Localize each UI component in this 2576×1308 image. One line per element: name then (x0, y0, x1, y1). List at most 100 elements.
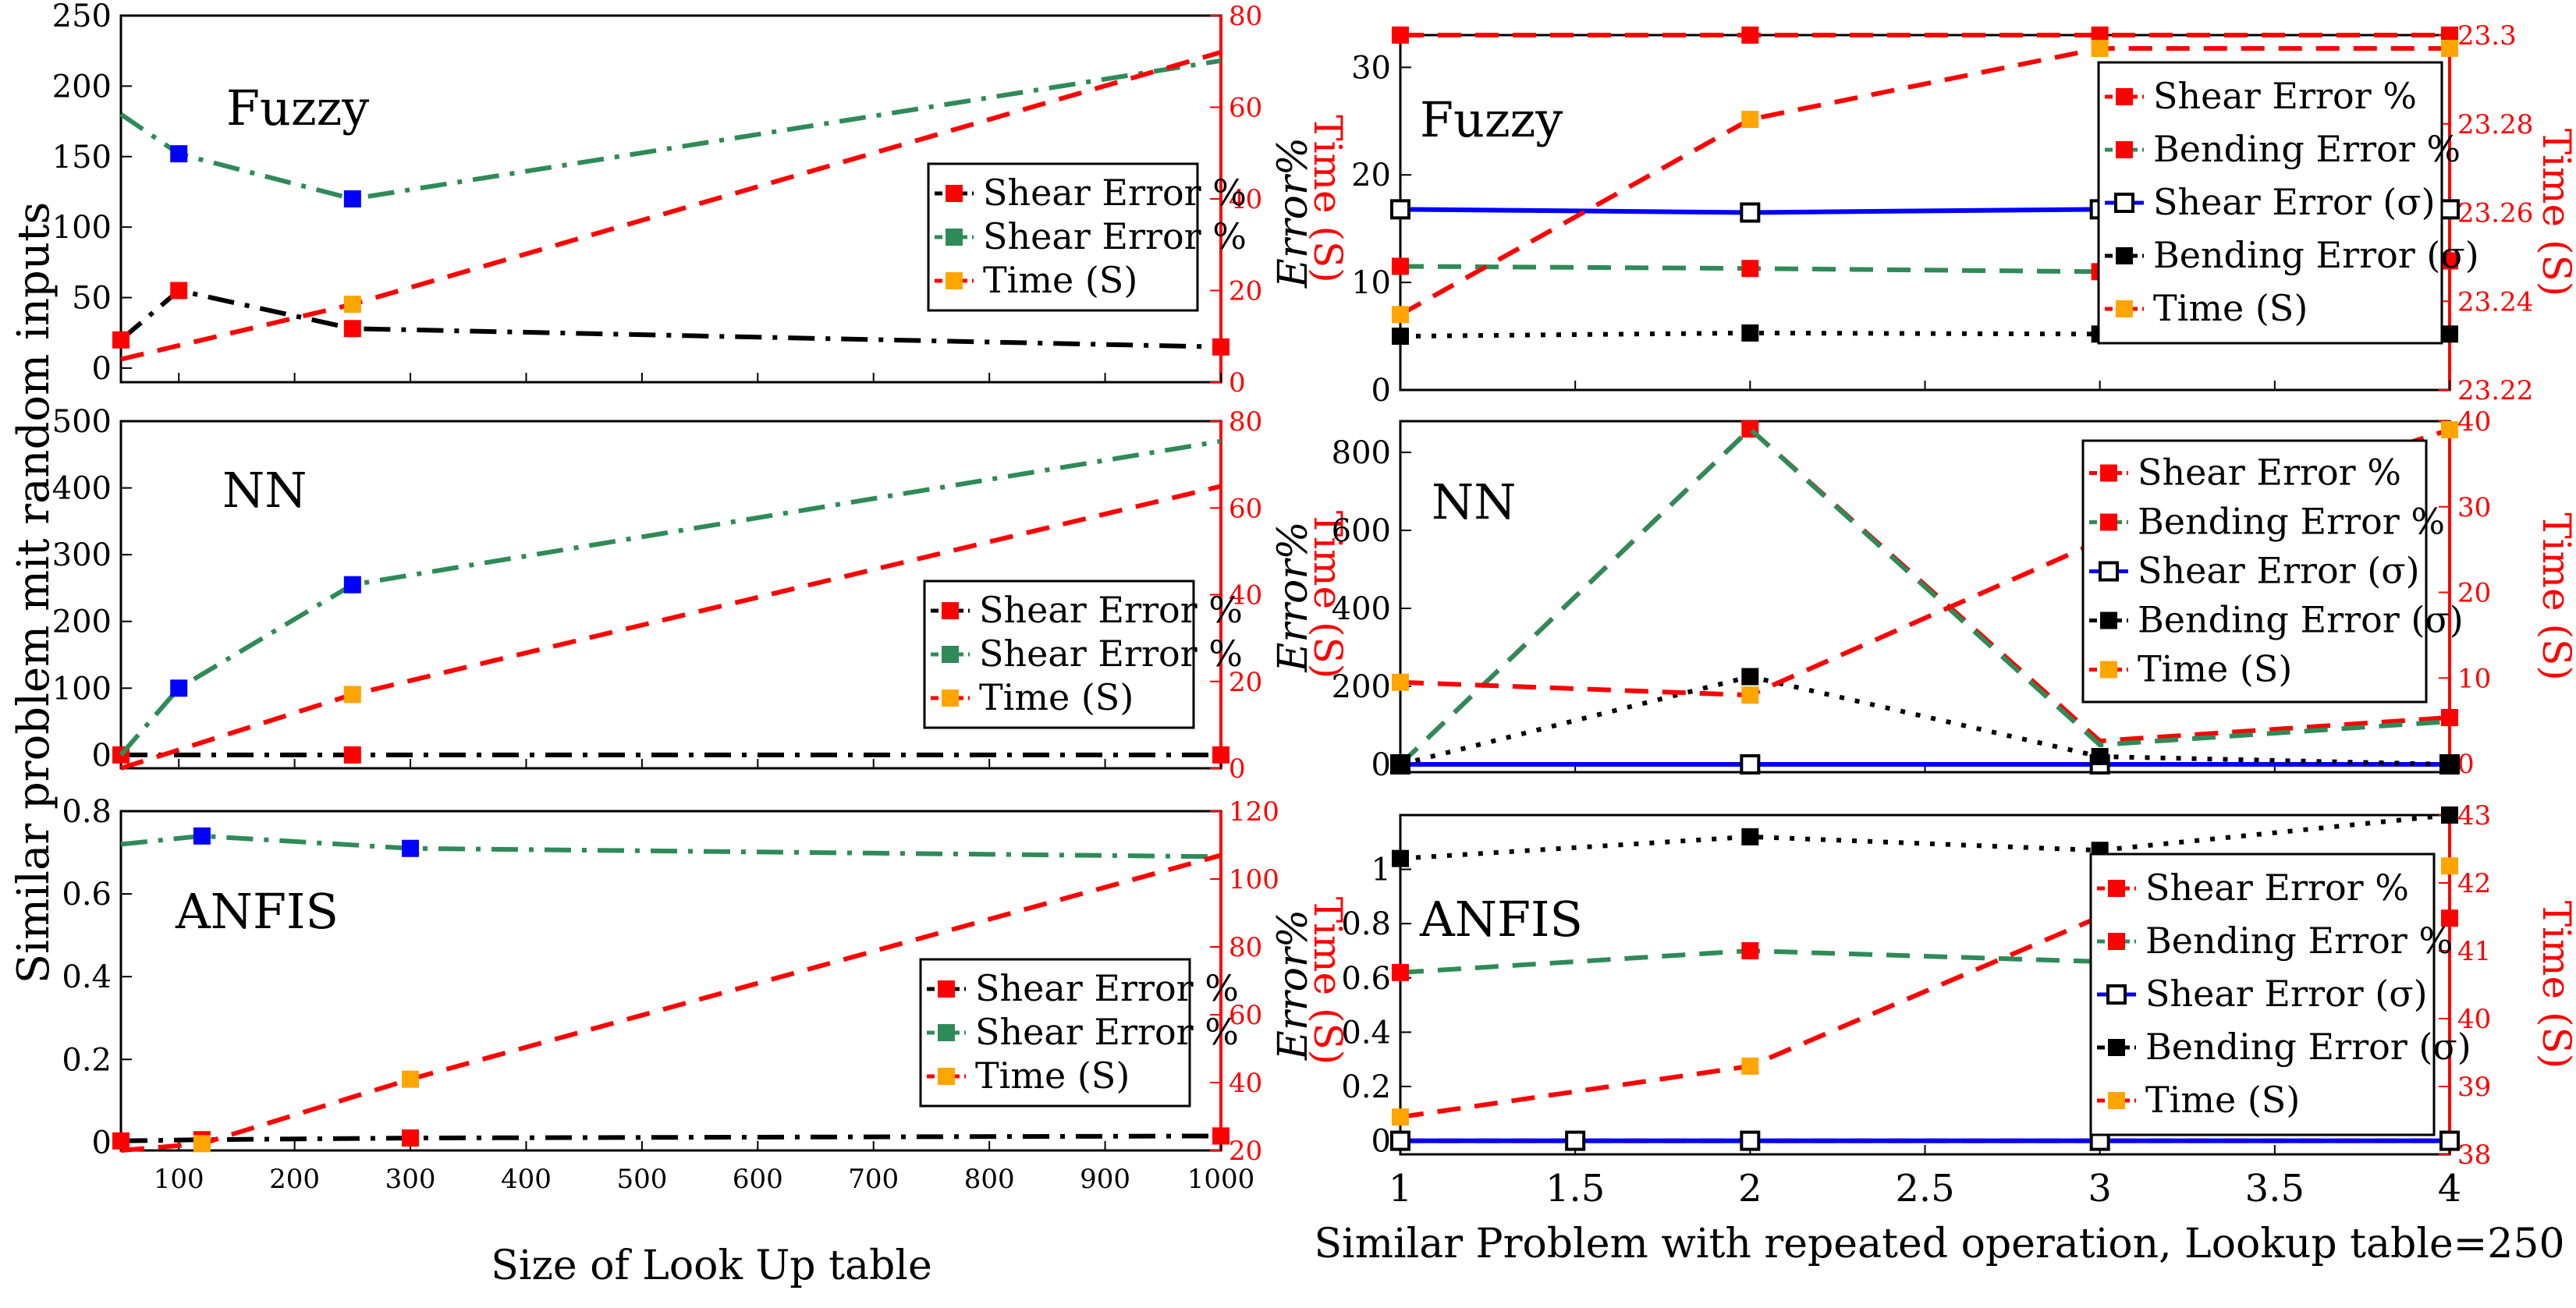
data-marker (1741, 260, 1759, 278)
legend-label: Bending Error (σ) (2138, 599, 2464, 641)
data-marker (1392, 756, 1409, 773)
legend-box (2089, 853, 2436, 1136)
series-line (1398, 425, 2450, 767)
legend-swatch-marker (2116, 300, 2133, 317)
series-line (1399, 46, 2450, 317)
y-tick-label: 0.8 (62, 794, 112, 830)
data-marker (343, 190, 361, 207)
y-tick-label: 100 (52, 671, 112, 707)
data-marker (1741, 111, 1759, 129)
legend-swatch-marker (938, 980, 955, 998)
y2-tick-label: 0 (1229, 753, 1246, 785)
data-marker (2441, 325, 2458, 343)
legend-box (2097, 61, 2443, 345)
legend-swatch-marker (2100, 464, 2117, 482)
data-marker (1392, 27, 1409, 44)
y2-axis-title: Time (S) (2534, 901, 2576, 1069)
data-marker (2091, 40, 2109, 58)
legend-label: Shear Error % (975, 1011, 1239, 1053)
legend-label: Time (S) (2145, 1079, 2300, 1121)
y2-tick-label: 100 (1229, 864, 1279, 895)
data-marker (1740, 202, 1761, 223)
series-line (119, 288, 1222, 349)
data-marker (1741, 668, 1759, 686)
data-marker (2441, 806, 2458, 824)
y-tick-label: 0 (1371, 747, 1391, 783)
x-tick-label: 3.5 (2245, 1167, 2305, 1211)
data-marker (1741, 1057, 1759, 1075)
left-x-axis-title: Size of Look Up table (491, 1242, 931, 1289)
y-tick-label: 0 (92, 738, 112, 774)
legend-swatch-marker (938, 1024, 955, 1041)
legend-swatch-marker (2099, 561, 2119, 582)
y2-tick-label: 20 (1229, 667, 1262, 698)
x-tick-label: 300 (385, 1164, 436, 1195)
legend-swatch-marker (942, 689, 959, 707)
x-tick-label: 1 (1389, 1167, 1413, 1211)
data-marker (343, 686, 361, 704)
y2-tick-label: 23.3 (2457, 20, 2517, 51)
y-axis-title: Error% (1270, 521, 1317, 672)
legend-label: Shear Error % (2138, 452, 2401, 494)
y2-tick-label: 38 (2457, 1140, 2491, 1171)
data-marker (1741, 828, 1759, 845)
legend-swatch-marker (2108, 880, 2125, 897)
y-tick-label: 400 (1332, 591, 1391, 627)
legend-label: Shear Error (σ) (2145, 973, 2428, 1015)
data-marker (112, 1132, 130, 1150)
legend-swatch-marker (2108, 933, 2125, 950)
legend-swatch-marker (2114, 193, 2134, 213)
x-tick-label: 3 (2088, 1167, 2112, 1211)
legend-swatch-marker (2100, 661, 2117, 679)
data-marker (343, 320, 361, 338)
y2-tick-label: 80 (1229, 1, 1262, 32)
data-marker (112, 331, 130, 349)
x-tick-label: 4 (2438, 1167, 2462, 1211)
legend-label: Time (S) (2138, 648, 2292, 690)
y-tick-label: 1 (1371, 853, 1391, 888)
legend-swatch-marker (942, 646, 959, 663)
legend-label: Shear Error (σ) (2153, 181, 2436, 223)
series-line (120, 853, 1222, 1153)
data-marker (402, 839, 420, 857)
data-marker (1741, 324, 1759, 342)
y2-tick-label: 60 (1229, 1000, 1262, 1031)
y-tick-label: 0.6 (62, 877, 112, 913)
legend-label: Shear Error (σ) (2138, 550, 2420, 592)
data-marker (1392, 673, 1409, 691)
y-axis-title: Error% (1270, 137, 1317, 289)
y-tick-label: 0.2 (62, 1042, 112, 1078)
y2-tick-label: 0 (2457, 749, 2475, 780)
data-marker (402, 1129, 420, 1147)
legend-label: Shear Error % (979, 589, 1243, 631)
data-marker (2441, 756, 2458, 773)
x-tick-label: 100 (154, 1164, 204, 1195)
legend-label: Time (S) (975, 1055, 1130, 1097)
panel-label: Fuzzy (1420, 91, 1563, 148)
y2-tick-label: 30 (2457, 492, 2491, 523)
data-marker (1565, 1130, 1586, 1151)
data-marker (2441, 40, 2458, 58)
series-line (119, 438, 1222, 757)
legend-swatch-marker (946, 185, 963, 202)
panel-label: Fuzzy (226, 80, 369, 136)
y2-tick-label: 41 (2457, 936, 2491, 967)
y-tick-label: 250 (52, 0, 112, 34)
legend-label: Bending Error (σ) (2153, 234, 2479, 276)
y2-tick-label: 39 (2457, 1072, 2491, 1103)
legend-label: Bending Error (σ) (2145, 1026, 2471, 1068)
y-tick-label: 0.4 (62, 959, 112, 995)
legend-swatch-marker (946, 229, 963, 246)
x-tick-label: 1.5 (1545, 1167, 1605, 1211)
series-line (120, 1133, 1222, 1143)
x-tick-label: 700 (848, 1164, 899, 1195)
data-marker (1390, 199, 1410, 220)
y-tick-label: 30 (1351, 50, 1391, 86)
data-marker (2441, 709, 2458, 726)
panel-label: ANFIS (175, 883, 339, 940)
data-marker (1392, 328, 1409, 346)
data-marker (1212, 338, 1229, 356)
y-tick-label: 0 (92, 1125, 112, 1161)
